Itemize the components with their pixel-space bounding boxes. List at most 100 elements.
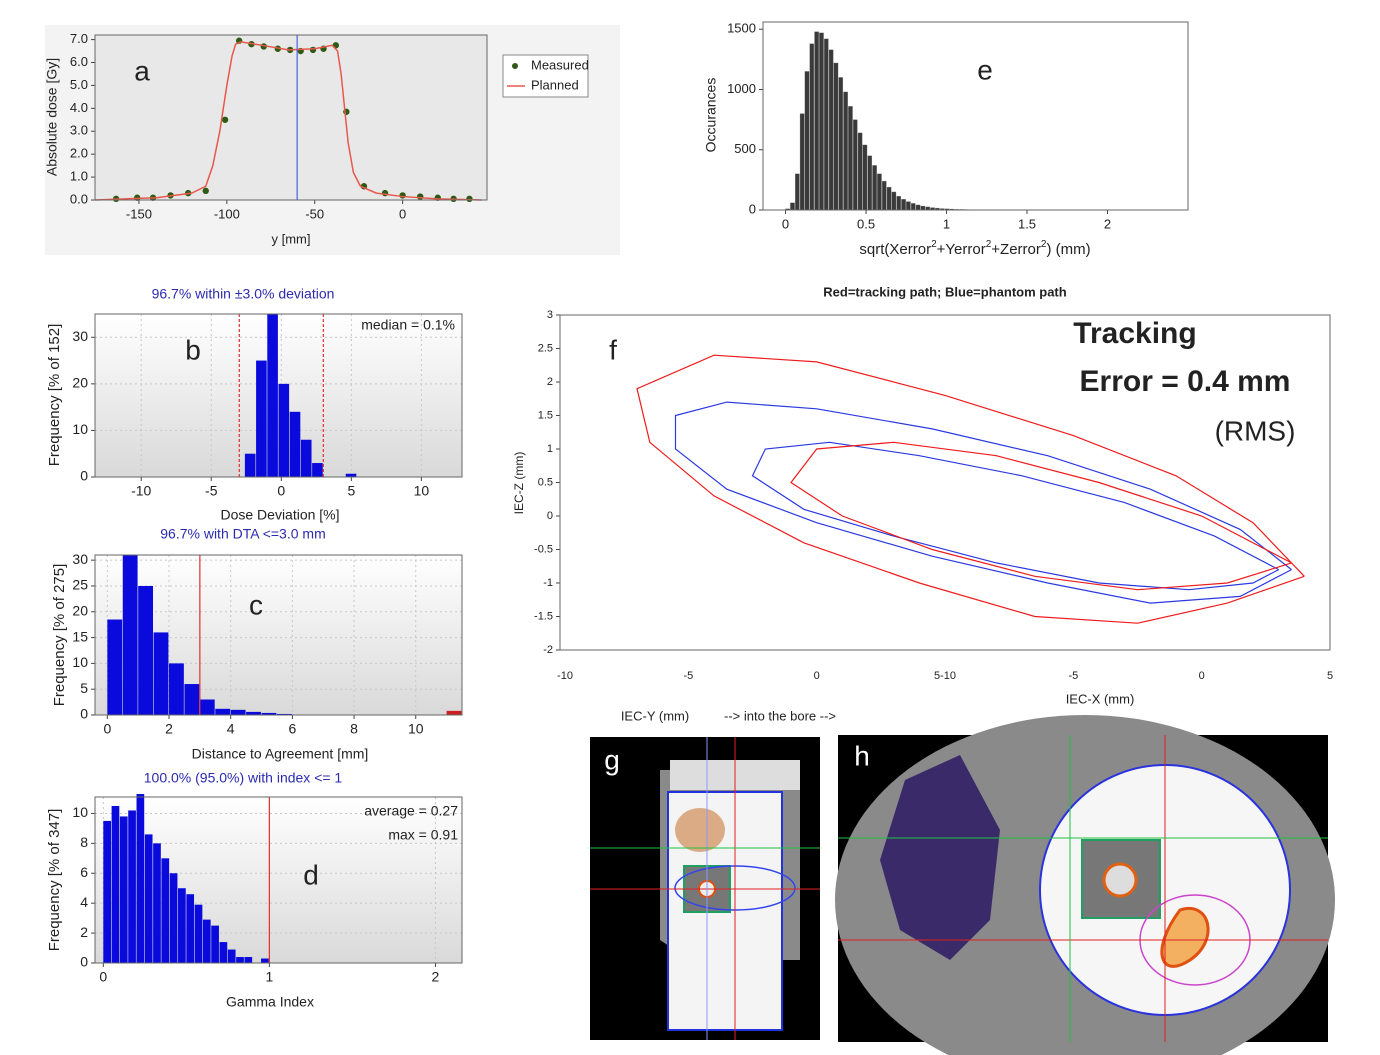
line [94,41,482,201]
x-tick-label: 5 [1327,670,1333,682]
bar [199,699,215,715]
x-axis-label: Distance to Agreement [mm] [192,746,369,762]
y-tick-label: 1500 [727,21,756,36]
x-tick-label: 10 [408,721,424,737]
marker [309,46,317,54]
y-tick-label: -1 [543,577,553,589]
x-tick-label: 0 [782,216,789,231]
plot-area [560,315,1330,650]
x-tick-label: -5 [683,670,693,682]
bar [215,708,231,715]
bar [289,411,301,477]
y-axis-label: Frequency [% of 347] [46,809,63,952]
y-tick-label: 1000 [727,81,756,96]
y-tick-label: 2.0 [70,146,88,161]
marker [399,192,406,199]
y-tick-label: -0.5 [534,543,553,555]
panel-label: d [303,859,319,890]
bar [896,195,901,211]
legend-label: Measured [531,57,589,72]
plot-frame [559,314,1331,651]
bar [194,904,203,963]
y-tick-label: 10 [72,421,88,437]
bar [161,858,170,963]
legend-label: Planned [531,77,579,92]
bar [920,205,926,211]
bar [790,202,795,211]
bar [867,155,873,211]
x-axis-label: y [mm] [272,231,311,246]
x-tick-label: 1 [265,969,273,985]
annotation: Error = 0.4 mm [1080,365,1291,398]
bar [111,805,120,963]
bar [244,453,256,477]
y-tick-label: 6 [80,864,88,880]
y-tick-label: 0.5 [538,476,553,488]
panel-label: e [977,54,993,85]
bar [261,958,269,963]
y-tick-label: 4.0 [70,100,88,115]
x-axis-label-part: sqrt(Xerror [859,241,931,258]
bar [804,71,810,211]
bar [886,186,892,211]
x-tick-label: 4 [227,721,235,737]
annotation: (RMS) [1215,415,1296,446]
x-axis-label-part: +Yerror [937,241,986,258]
marker [221,116,229,123]
x-tick-label: 1 [943,216,950,231]
x-axis-label: IEC-X (mm) [1066,691,1135,706]
chart-title: 96.7% with DTA <=3.0 mm [160,526,325,542]
x-tick-label: 2 [1104,216,1111,231]
y-tick-label: 25 [72,577,88,593]
bar [795,173,800,211]
x-tick-label: 0 [277,483,285,499]
panel-label: f [609,334,617,365]
y-tick-label: 20 [72,375,88,391]
x-tick-label: 0 [814,670,820,682]
x-tick-label: 8 [350,721,358,737]
legend-marker [512,63,518,69]
y-tick-label: 0 [547,510,553,522]
bar [261,712,277,715]
y-tick-label: 0 [80,468,88,484]
bar [122,555,138,715]
bar [186,894,195,963]
y-tick-label: 1 [547,443,553,455]
bar [838,77,844,211]
annotation: Tracking [1073,317,1196,350]
y-tick-label: 1.0 [70,169,88,184]
panel-label: c [249,589,263,620]
plot-frame [94,796,463,964]
bar [256,360,267,477]
x-axis-label: --> into the bore --> [724,708,836,723]
bar [814,31,819,211]
y-tick-label: 10 [72,804,88,820]
bar [857,132,863,211]
x-tick-label: 5 [347,483,355,499]
x-tick-label: 0 [399,206,406,221]
panel-label: a [134,55,150,86]
chart-title: 96.7% within ±3.0% deviation [152,286,335,302]
plot-frame [94,34,488,201]
bar [345,473,357,477]
bar [828,49,834,211]
bar [848,106,853,211]
y-tick-label: 0 [80,954,88,970]
ct-image-g [590,737,820,1040]
bar [901,199,906,211]
bar [819,32,824,211]
x-tick-label: -100 [214,206,240,221]
y-tick-label: 15 [72,628,88,644]
x-axis-label: sqrt(Xerror2+Yerror2+Zerror2) (mm) [859,239,1090,258]
y-tick-label: 5 [80,680,88,696]
bar [138,585,153,715]
x-tick-label: 1.5 [1018,216,1036,231]
bar [103,820,112,963]
x-axis-label: Dose Deviation [%] [220,507,339,523]
x-axis-label: Gamma Index [226,994,314,1010]
y-tick-label: 500 [734,141,756,156]
x-tick-label: 6 [288,721,296,737]
annotation: median = 0.1% [361,317,455,333]
x-tick-label: -10 [557,670,573,682]
bar [843,91,848,211]
